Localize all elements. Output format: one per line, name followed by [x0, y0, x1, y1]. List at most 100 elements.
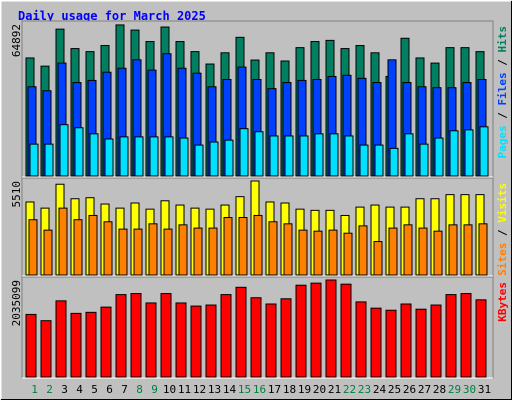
- legend-entry: Files: [496, 72, 509, 105]
- bar: [463, 224, 473, 276]
- bar: [475, 299, 487, 378]
- bar: [209, 141, 219, 177]
- x-tick-label: 19: [298, 383, 311, 396]
- x-tick-label: 5: [91, 383, 98, 396]
- bar: [344, 135, 354, 177]
- bar: [298, 229, 308, 276]
- bar: [44, 143, 54, 177]
- bar: [88, 214, 98, 276]
- bar: [295, 284, 307, 378]
- bar: [268, 221, 278, 276]
- bar: [253, 214, 263, 276]
- legend-entry: Visits: [496, 183, 509, 223]
- legend-separator: /: [496, 223, 509, 243]
- bar: [419, 143, 429, 177]
- x-tick-label: 4: [76, 383, 83, 396]
- bar: [299, 135, 309, 177]
- bar: [149, 136, 159, 177]
- x-tick-label: 27: [418, 383, 431, 396]
- x-tick-label: 9: [151, 383, 158, 396]
- bar: [134, 136, 144, 177]
- bar: [239, 128, 249, 177]
- x-tick-label: 18: [283, 383, 296, 396]
- x-tick-label: 10: [163, 383, 176, 396]
- bar: [250, 297, 262, 378]
- bar: [254, 131, 264, 177]
- bar: [164, 136, 174, 177]
- bar: [343, 232, 353, 276]
- x-tick-label: 14: [223, 383, 237, 396]
- legend-entry: KBytes: [496, 282, 509, 322]
- bar: [205, 304, 217, 378]
- bar: [340, 283, 352, 378]
- bar: [418, 227, 428, 276]
- x-tick-label: 3: [61, 383, 68, 396]
- bar: [280, 298, 292, 378]
- x-tick-label: 15: [238, 383, 251, 396]
- bar: [55, 300, 67, 378]
- x-tick-label: 20: [313, 383, 326, 396]
- x-tick-label: 28: [433, 383, 446, 396]
- legend-separator: /: [496, 53, 509, 73]
- bar: [148, 223, 158, 276]
- x-tick-label: 1: [31, 383, 38, 396]
- bar: [283, 223, 293, 276]
- bar: [85, 311, 97, 378]
- bar: [415, 308, 427, 378]
- y-tick-label: 64892: [10, 24, 23, 57]
- bar: [314, 133, 324, 177]
- x-tick-label: 16: [253, 383, 266, 396]
- bar: [430, 304, 442, 378]
- x-tick-label: 8: [136, 383, 143, 396]
- bar: [74, 127, 84, 177]
- bar: [59, 124, 69, 177]
- legend: KBytes: [496, 282, 509, 322]
- x-tick-label: 13: [208, 383, 221, 396]
- bar: [223, 217, 233, 276]
- bar: [434, 137, 444, 177]
- bar: [385, 309, 397, 378]
- bar: [104, 138, 114, 177]
- legend-entry: Hits: [496, 26, 509, 53]
- bar: [359, 144, 369, 177]
- bar: [118, 228, 128, 276]
- bar: [119, 136, 129, 177]
- x-tick-label: 12: [193, 383, 206, 396]
- bar: [269, 135, 279, 177]
- bar: [404, 133, 414, 177]
- bar: [403, 224, 413, 276]
- bar: [208, 227, 218, 276]
- y-tick-label: 5510: [10, 181, 23, 208]
- bar: [224, 139, 234, 177]
- bar: [265, 303, 277, 378]
- bar: [355, 301, 367, 378]
- x-tick-label: 31: [478, 383, 491, 396]
- bar: [190, 305, 202, 378]
- bar: [133, 228, 143, 276]
- bar: [358, 225, 368, 276]
- x-tick-label: 7: [121, 383, 128, 396]
- x-tick-label: 24: [373, 383, 387, 396]
- bar: [89, 133, 99, 177]
- bar: [115, 294, 127, 378]
- bar: [310, 282, 322, 378]
- bar: [220, 294, 232, 378]
- bar: [160, 293, 172, 378]
- bar: [238, 217, 248, 276]
- bar: [313, 230, 323, 276]
- bar: [100, 306, 112, 378]
- bar: [328, 229, 338, 276]
- x-tick-label: 22: [343, 383, 356, 396]
- x-tick-label: 26: [403, 383, 416, 396]
- y-tick-label: 2035099: [10, 280, 23, 326]
- x-tick-label: 29: [448, 383, 461, 396]
- bar: [445, 294, 457, 378]
- bar: [449, 130, 459, 177]
- bar: [145, 302, 157, 378]
- bar: [179, 137, 189, 177]
- bar: [43, 229, 53, 276]
- bar: [478, 223, 488, 276]
- bar: [194, 144, 204, 177]
- bar: [370, 307, 382, 378]
